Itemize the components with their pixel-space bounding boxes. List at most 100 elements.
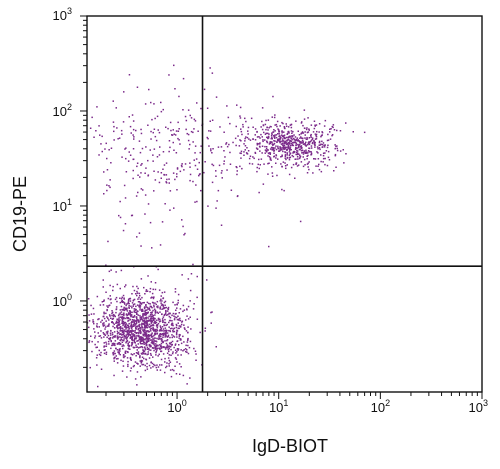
event-point [186, 349, 188, 351]
event-point [323, 125, 326, 127]
event-point [139, 176, 141, 178]
event-point [165, 312, 167, 314]
event-point [230, 189, 233, 191]
event-point [110, 329, 112, 332]
event-point [118, 342, 120, 344]
event-point [182, 304, 185, 307]
event-point [144, 213, 146, 215]
event-point [140, 188, 143, 190]
event-point [203, 171, 205, 174]
event-point [143, 317, 145, 320]
event-point [133, 353, 135, 355]
event-point [99, 134, 101, 136]
event-point [143, 330, 145, 332]
event-point [105, 345, 108, 347]
event-point [122, 294, 125, 297]
event-point [132, 134, 134, 136]
event-point [142, 314, 144, 316]
event-point [125, 313, 128, 315]
event-point [144, 309, 147, 311]
event-point [113, 130, 115, 133]
event-point [119, 350, 121, 352]
event-point [261, 120, 263, 123]
event-point [112, 342, 115, 345]
event-point [273, 129, 275, 131]
event-point [286, 140, 288, 142]
event-point [329, 131, 331, 133]
event-point [126, 357, 129, 359]
event-point [145, 334, 147, 336]
event-point [133, 322, 136, 324]
event-point [182, 109, 184, 111]
event-point [117, 351, 119, 353]
event-point [324, 152, 326, 154]
event-point [235, 144, 237, 147]
event-point [126, 307, 128, 310]
event-point [298, 153, 300, 155]
event-point [130, 353, 133, 355]
event-point [283, 146, 285, 148]
event-point [154, 302, 156, 304]
event-point [291, 138, 293, 141]
event-point [190, 117, 193, 119]
event-point [179, 308, 182, 310]
event-point [153, 128, 156, 130]
event-point [186, 351, 188, 353]
event-point [178, 337, 180, 339]
event-point [305, 152, 308, 154]
event-point [279, 141, 282, 143]
event-point [288, 132, 290, 134]
event-point [144, 311, 147, 314]
event-point [254, 128, 257, 130]
event-point [301, 131, 304, 133]
event-point [164, 327, 167, 329]
event-point [227, 116, 230, 119]
event-point [165, 181, 167, 183]
event-point [93, 313, 95, 315]
event-point [112, 337, 114, 339]
event-point [283, 134, 286, 136]
event-point [150, 306, 152, 308]
event-point [162, 151, 165, 153]
event-point [108, 149, 110, 151]
event-point [288, 158, 291, 161]
event-point [286, 148, 288, 151]
event-point [150, 320, 152, 322]
event-point [204, 327, 207, 329]
event-point [126, 314, 129, 316]
event-point [232, 141, 234, 144]
event-point [171, 368, 174, 371]
event-point [178, 95, 180, 98]
event-point [169, 330, 172, 333]
event-point [302, 151, 304, 154]
event-point [223, 160, 225, 162]
event-point [164, 318, 166, 321]
event-point [123, 298, 125, 300]
event-point [123, 312, 125, 314]
event-point [310, 136, 312, 138]
event-point [302, 137, 304, 140]
event-point [108, 319, 110, 321]
event-point [162, 321, 164, 323]
event-point [124, 324, 127, 326]
event-point [270, 159, 272, 161]
event-point [167, 334, 170, 337]
event-point [139, 341, 141, 343]
event-point [170, 348, 172, 351]
event-point [144, 310, 146, 313]
event-point [150, 324, 153, 327]
event-point [262, 124, 265, 126]
event-point [168, 182, 170, 184]
event-point [220, 224, 223, 226]
event-point [143, 350, 146, 353]
event-point [116, 324, 118, 327]
event-point [114, 342, 116, 345]
event-point [138, 140, 141, 142]
event-point [237, 195, 239, 197]
event-point [169, 369, 172, 371]
event-point [282, 122, 284, 125]
event-point [152, 329, 155, 331]
event-point [194, 120, 197, 122]
event-point [133, 364, 135, 367]
event-point [108, 337, 110, 340]
